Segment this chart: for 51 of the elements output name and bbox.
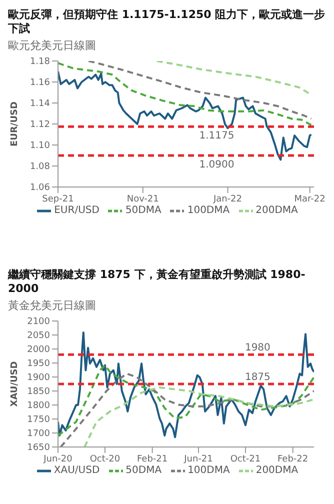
x-tick-label: Jun-21 (183, 454, 213, 464)
y-tick-label: 1.08 (30, 162, 50, 172)
line-series (58, 364, 314, 437)
y-tick-label: 1.12 (30, 120, 50, 130)
y-tick-label: 1.10 (30, 141, 50, 152)
line-series (58, 331, 314, 438)
x-tick-label: Feb-22 (278, 454, 308, 464)
y-axis-title: EUR/USD (10, 102, 20, 146)
y-tick-label: 1700 (27, 429, 50, 440)
chart-title: 歐元反彈，但預期守住 1.1175-1.1250 阻力下，歐元或進一步下試 (8, 8, 326, 36)
legend-label: EUR/USD (54, 205, 100, 216)
y-tick-label: 2050 (27, 331, 50, 342)
legend-label: 200DMA (256, 465, 298, 476)
y-tick-label: 1750 (27, 415, 50, 426)
y-tick-label: 2000 (27, 345, 50, 356)
y-tick-label: 1650 (27, 443, 50, 454)
y-tick-label: 1.14 (30, 99, 50, 110)
legend-label: 100DMA (187, 205, 230, 216)
ref-line-label: 1.0900 (199, 160, 234, 170)
legend-label: 50DMA (125, 205, 162, 216)
line-series (84, 386, 314, 447)
x-tick-label: Oct-20 (90, 454, 120, 464)
x-tick-label: Jun-20 (42, 454, 73, 464)
ref-line-label: 1980 (244, 342, 270, 354)
chart-subtitle: 歐元兌美元日線圖 (8, 38, 97, 53)
y-tick-label: 1.16 (30, 78, 50, 88)
x-tick-label: Mar-22 (294, 194, 326, 204)
x-tick-label: Jan-22 (212, 194, 242, 204)
y-tick-label: 2100 (27, 317, 50, 328)
y-tick-label: 1.06 (30, 183, 50, 194)
x-tick-label: Sep-21 (42, 194, 74, 204)
line-series (88, 61, 312, 120)
y-tick-label: 1.18 (30, 57, 50, 68)
y-axis-title: XAU/USD (10, 361, 20, 407)
y-tick-label: 1900 (27, 373, 50, 384)
ref-line-label: 1875 (244, 372, 270, 383)
y-tick-label: 1850 (27, 387, 50, 398)
legend-label: 100DMA (188, 465, 230, 476)
y-tick-label: 1800 (27, 401, 50, 412)
line-series (58, 70, 312, 161)
x-tick-label: Oct-21 (230, 454, 261, 464)
line-series (58, 62, 312, 126)
ref-line-label: 1.1175 (199, 130, 234, 142)
x-tick-label: Nov-21 (126, 194, 159, 204)
legend-label: 200DMA (256, 205, 298, 216)
legend-label: XAU/USD (54, 465, 100, 476)
legend-label: 50DMA (126, 465, 162, 476)
y-tick-label: 1950 (27, 359, 50, 370)
chart-subtitle: 黃金兌美元日線圖 (8, 298, 97, 313)
x-tick-label: Feb-21 (136, 454, 168, 464)
chart-title: 繼續守穩關鍵支撐 1875 下，黃金有望重啟升勢測試 1980-2000 (8, 268, 306, 296)
